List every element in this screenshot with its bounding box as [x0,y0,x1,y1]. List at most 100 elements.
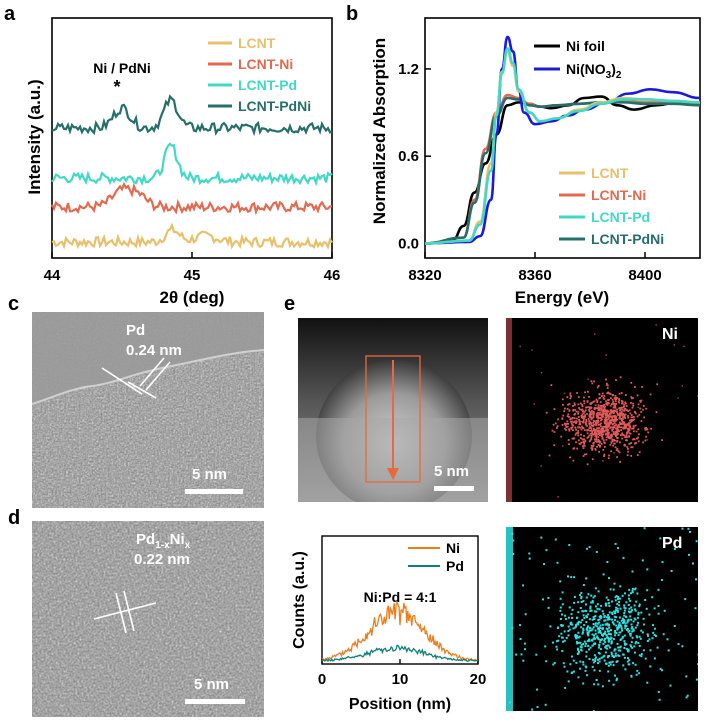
pd-map-dot [613,649,616,652]
pd-map-dot [697,653,698,656]
ni-map-dot [623,405,626,408]
ni-map-dot [599,401,602,404]
ni-map-dot [575,420,578,422]
ni-map-dot [584,391,586,394]
pd-map-dot [635,600,638,603]
ni-map-dot [557,496,559,498]
pd-map-dot [618,597,621,600]
ni-map-dot [597,439,600,441]
pd-map-dot [598,618,601,621]
pd-map-dot [588,626,591,629]
pd-map-dot [596,625,599,628]
pd-map-dot [592,623,595,625]
pd-map-dot [636,636,639,639]
pd-map-dot [577,611,580,614]
ni-map-dot [644,428,647,431]
ni-map-dot [589,430,592,432]
pd-map-dot [626,628,628,631]
panel-c-spacing-label: 0.24 nm [126,342,182,359]
pd-map-dot [601,610,604,613]
pd-map-dot [582,610,585,613]
pd-map-dot [623,640,626,643]
pd-map-dot [622,653,625,656]
ni-map-dot [616,397,619,399]
pd-map-dot [545,660,548,663]
pd-map-dot [606,656,609,659]
panel-label-d: d [8,507,21,529]
ni-map-dot [612,444,615,447]
ni-map-dot [620,406,623,409]
ni-map-dot [623,421,625,424]
pd-map-dot [568,628,571,631]
pd-map-dot [616,602,619,605]
panel-e-ni-map-label: Ni [662,326,678,343]
pd-map-dot [561,591,564,594]
ni-map-dot [614,414,616,417]
ni-map-dot [632,430,635,433]
ni-map-dot [606,403,608,405]
ni-map-dot [581,410,584,412]
ni-map-dot [626,431,629,434]
ni-map-dot [626,439,628,442]
pd-map-dot [522,584,525,587]
pd-map-dot [623,620,626,623]
panel-b-legend-label: Ni(NO3)2 [566,61,622,81]
ni-map-dot [616,411,618,414]
ni-map-dot [572,409,575,412]
pd-map-dot [576,642,579,645]
ni-map-dot [613,420,616,423]
pd-map-dot [656,646,659,649]
pd-map-dot [633,604,636,607]
ni-map-dot [609,404,612,407]
ni-map-dot [623,423,626,425]
pd-map-dot [609,663,612,666]
pd-map-dot [604,641,607,644]
pd-map-dot [587,625,589,628]
ni-map-dot [595,422,597,424]
ni-map-dot [579,443,582,445]
pd-map-dot [623,642,626,645]
ni-map-dot [548,454,551,457]
ni-map-dot [613,410,615,413]
ni-map-dot [605,425,607,427]
pd-map-dot [593,618,596,620]
pd-map-dot [599,627,602,630]
pd-map-dot [618,622,621,624]
ni-map-dot [589,411,592,413]
ni-map-dot [580,428,583,431]
ni-map-dot [615,379,617,381]
pd-map-dot [528,557,531,560]
pd-map-dot [594,610,596,613]
panel-e-legend-label: Ni [446,540,460,556]
pd-map-dot [616,627,619,629]
ni-map-dot [636,437,638,440]
ni-map-dot [587,418,590,420]
pd-map-dot [559,618,562,620]
ni-map-dot [643,416,645,419]
pd-map-dot [625,625,628,628]
pd-map-dot [695,578,697,581]
ni-map-dot [571,420,573,423]
ni-map-dot [553,408,556,410]
pd-map-dot [632,628,635,631]
pd-map-dot [636,669,639,672]
pd-map-dot [575,641,578,643]
ni-map-dot [591,458,594,461]
panel-b-xlabel: Energy (eV) [515,288,609,307]
pd-map-dot [619,607,622,610]
ni-map-dot [596,401,599,403]
pd-map-dot [632,662,635,665]
ni-map-dot [618,417,621,419]
pd-map-dot [608,661,611,664]
pd-map-dot [640,655,643,658]
pd-map-dot [593,669,596,672]
panel-b-series-lcnt-pd [424,47,701,245]
pd-map-dot [558,635,561,638]
ni-map-dot [621,408,624,411]
pd-map-dot [607,599,610,601]
pd-map-dot [608,630,610,633]
pd-map-dot [657,612,660,615]
ni-map-dot [583,429,586,432]
pd-map-dot [669,684,672,687]
ni-map-dot [590,422,592,425]
